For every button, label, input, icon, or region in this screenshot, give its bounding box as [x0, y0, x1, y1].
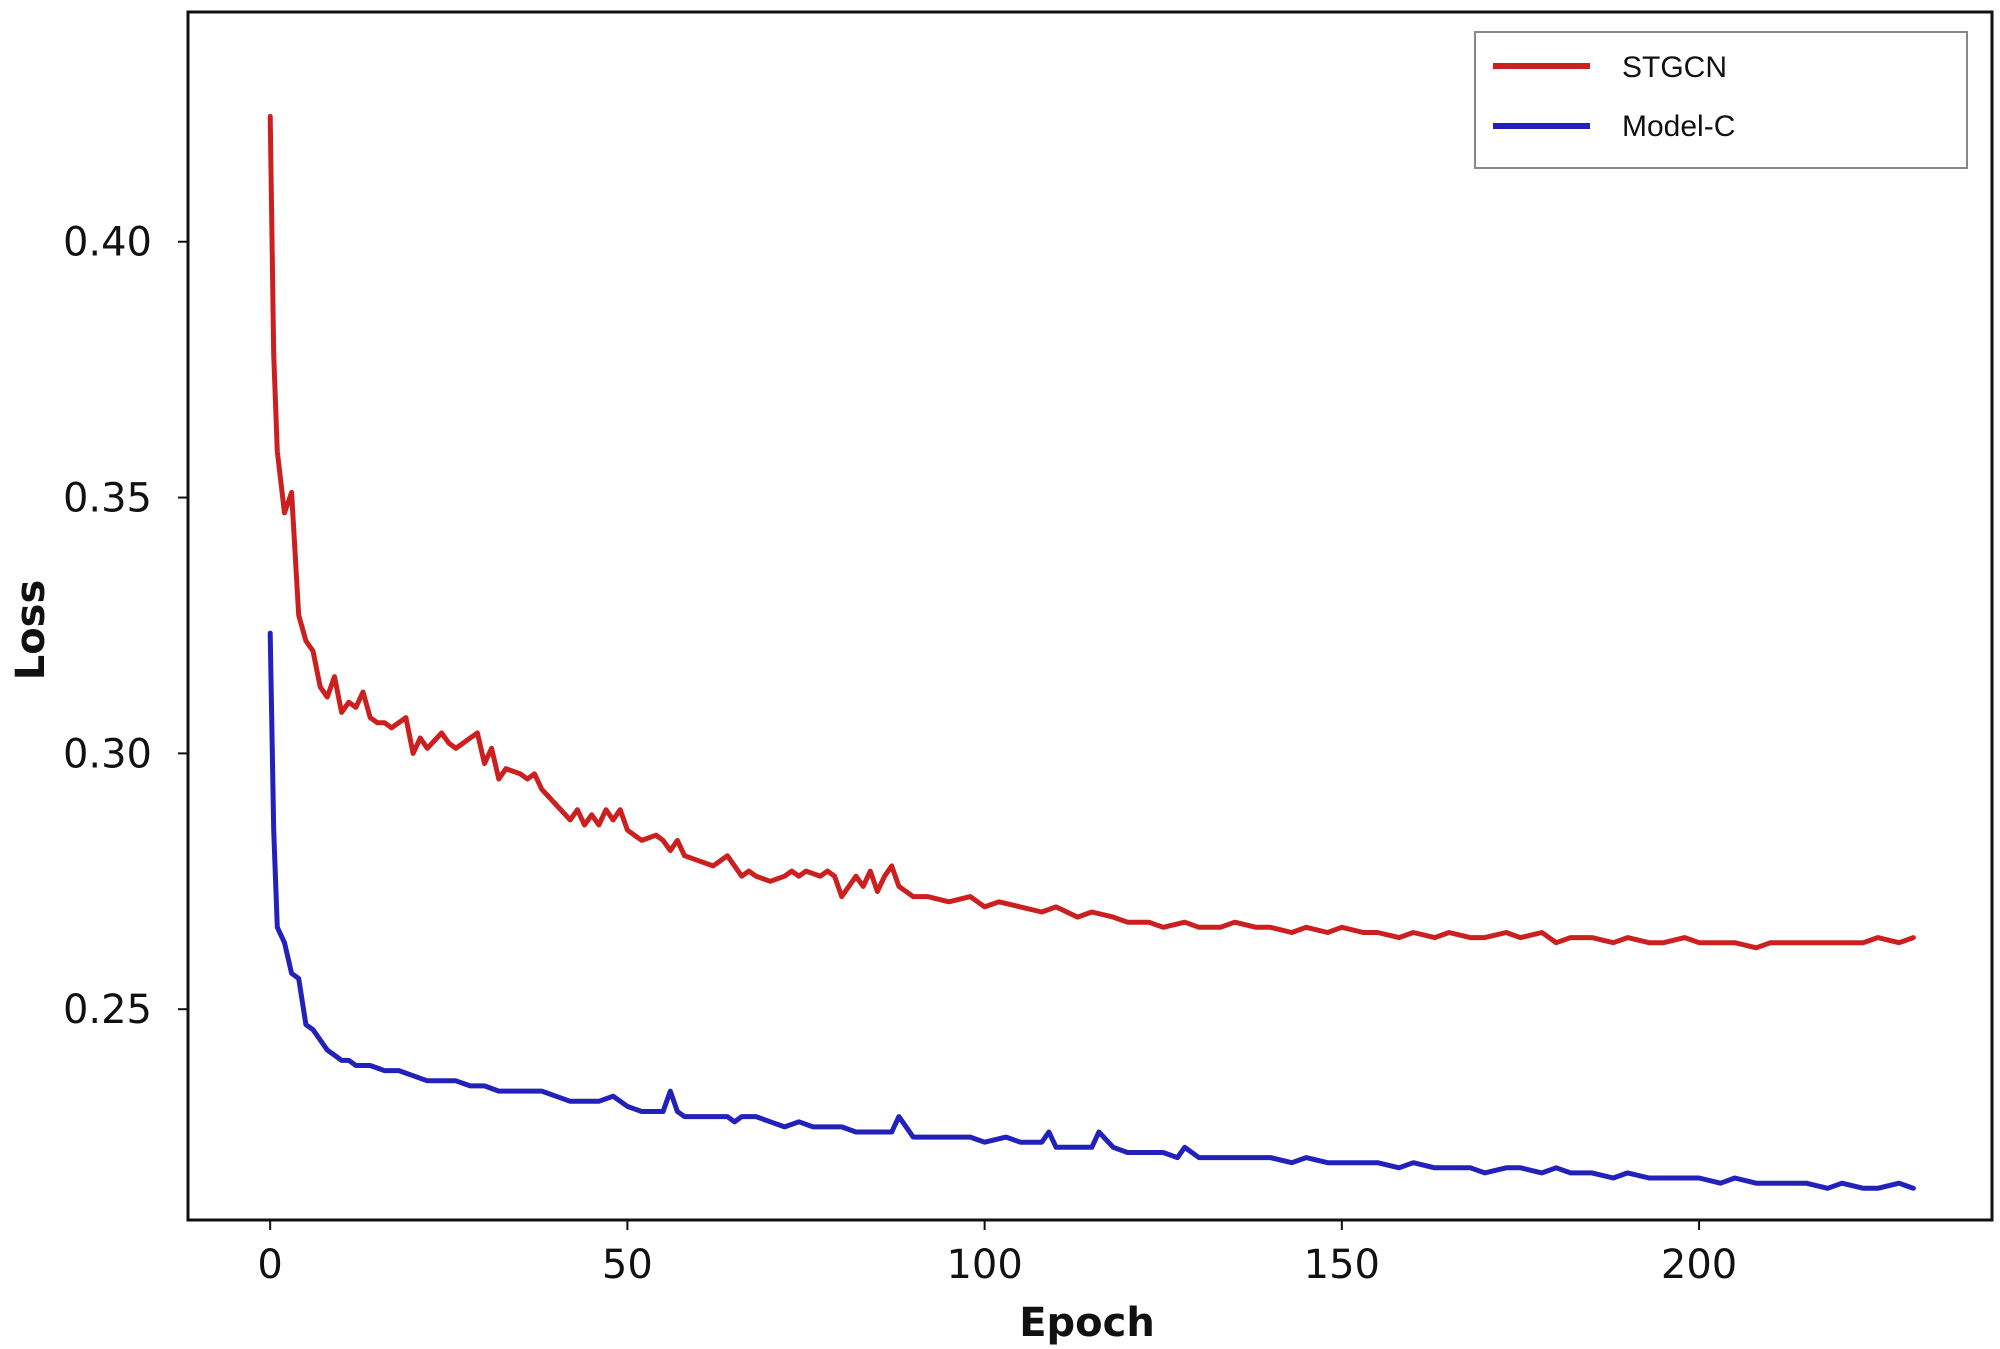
legend: STGCN Model-C — [1474, 31, 1968, 169]
x-tick-label: 150 — [1304, 1242, 1380, 1288]
legend-label-stgcn: STGCN — [1622, 51, 1727, 84]
y-tick-label: 0.30 — [63, 731, 152, 777]
x-tick-label: 0 — [257, 1242, 282, 1288]
series-line-model-c — [267, 630, 1916, 1191]
plot-frame — [186, 10, 1994, 1222]
x-axis-label: Epoch — [1019, 1300, 1155, 1346]
x-tick-label: 50 — [602, 1242, 653, 1288]
x-axis-ticks: 0 50 100 150 200 — [257, 1220, 1737, 1288]
y-tick-label: 0.35 — [63, 476, 152, 522]
series-layer — [267, 113, 1916, 1191]
y-tick-label: 0.25 — [63, 987, 152, 1033]
legend-label-model-c: Model-C — [1622, 110, 1735, 143]
y-tick-label: 0.40 — [63, 220, 152, 266]
x-tick-label: 200 — [1661, 1242, 1737, 1288]
x-tick-label: 100 — [946, 1242, 1022, 1288]
y-axis-label: Loss — [8, 580, 54, 681]
series-line-stgcn — [267, 113, 1916, 951]
legend-box — [1474, 31, 1968, 169]
y-axis-ticks: 0.25 0.30 0.35 0.40 — [63, 220, 188, 1033]
